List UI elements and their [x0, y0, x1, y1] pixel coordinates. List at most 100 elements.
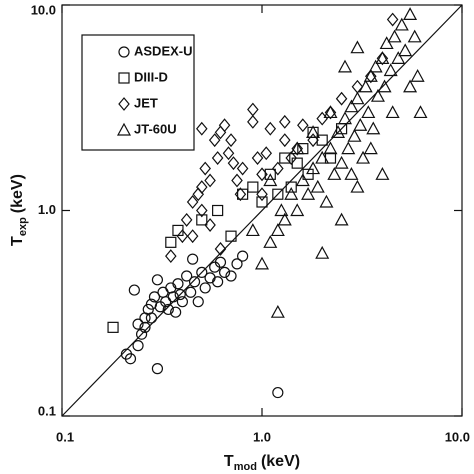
- point: [214, 242, 227, 256]
- point: [237, 188, 249, 200]
- point: [366, 121, 381, 135]
- point: [211, 151, 224, 165]
- point: [256, 167, 268, 182]
- series: [245, 7, 428, 318]
- point: [331, 125, 346, 138]
- point: [337, 111, 353, 125]
- point: [188, 276, 201, 288]
- point: [377, 79, 392, 93]
- point: [212, 204, 224, 217]
- point: [363, 141, 378, 155]
- x-tick-label: 0.1: [56, 429, 74, 444]
- point: [358, 79, 373, 93]
- point: [337, 59, 353, 73]
- point: [285, 181, 297, 193]
- point: [176, 229, 189, 244]
- point: [231, 173, 243, 188]
- point: [306, 125, 321, 138]
- y-axis-label: Texp (keV): [9, 174, 29, 246]
- point: [204, 218, 216, 232]
- point: [379, 36, 394, 50]
- x-axis-label: Tmod (keV): [224, 453, 300, 473]
- series: [120, 250, 284, 399]
- point: [361, 105, 376, 119]
- point: [413, 105, 428, 119]
- point: [199, 161, 211, 176]
- y-tick-label: 10.0: [31, 2, 56, 17]
- point: [350, 179, 365, 193]
- point: [187, 253, 199, 265]
- point: [208, 133, 221, 148]
- point: [394, 17, 409, 31]
- point: [341, 141, 356, 155]
- legend-label: JT-60U: [134, 121, 177, 136]
- point: [353, 117, 368, 131]
- point: [128, 284, 140, 296]
- point: [375, 167, 390, 180]
- point: [350, 40, 365, 54]
- point: [272, 188, 284, 200]
- y-tick-label: 0.1: [38, 403, 56, 418]
- point: [335, 91, 348, 106]
- point: [196, 203, 208, 218]
- legend-marker: [118, 72, 130, 84]
- point: [291, 141, 303, 156]
- point: [204, 272, 216, 284]
- legend-marker: [116, 122, 132, 136]
- point: [385, 105, 400, 119]
- point: [157, 286, 169, 298]
- point: [263, 235, 278, 248]
- x-tick-label: 1.0: [253, 429, 271, 444]
- point: [185, 286, 197, 298]
- point: [285, 151, 298, 165]
- point: [323, 105, 338, 119]
- point: [270, 304, 285, 318]
- point: [306, 161, 321, 175]
- point: [225, 230, 237, 242]
- point: [192, 296, 204, 308]
- point: [386, 12, 399, 27]
- point: [186, 195, 199, 209]
- point: [270, 223, 285, 237]
- point: [222, 146, 235, 161]
- point: [132, 318, 144, 330]
- point: [264, 121, 277, 136]
- point: [256, 196, 268, 208]
- point: [375, 51, 390, 64]
- point: [151, 274, 164, 286]
- point: [356, 150, 371, 164]
- point: [370, 88, 385, 102]
- point: [407, 29, 422, 43]
- x-tick-label: 10.0: [445, 429, 470, 444]
- point: [316, 134, 328, 146]
- point: [376, 51, 389, 66]
- point: [180, 212, 193, 227]
- point: [247, 181, 259, 193]
- point: [279, 114, 291, 129]
- legend-box: [81, 34, 195, 151]
- point: [264, 168, 276, 180]
- point: [251, 151, 264, 165]
- point: [186, 229, 199, 244]
- point: [196, 266, 208, 278]
- point: [245, 223, 260, 237]
- point: [324, 105, 337, 120]
- point: [274, 203, 289, 217]
- point: [227, 156, 240, 171]
- x-axis-label-subscript: mod: [234, 461, 257, 473]
- point: [218, 118, 231, 133]
- y-axis-label-symbol: T: [9, 236, 26, 246]
- point: [218, 266, 231, 278]
- legend-marker: [118, 46, 130, 58]
- legend-label: DIII-D: [134, 69, 168, 84]
- point: [387, 29, 402, 43]
- point: [334, 155, 349, 169]
- point: [165, 249, 177, 264]
- point: [350, 91, 365, 105]
- legend-marker: [118, 97, 130, 111]
- point: [277, 212, 292, 226]
- point: [132, 340, 144, 352]
- point: [148, 291, 161, 303]
- point: [196, 121, 208, 136]
- point: [174, 288, 186, 301]
